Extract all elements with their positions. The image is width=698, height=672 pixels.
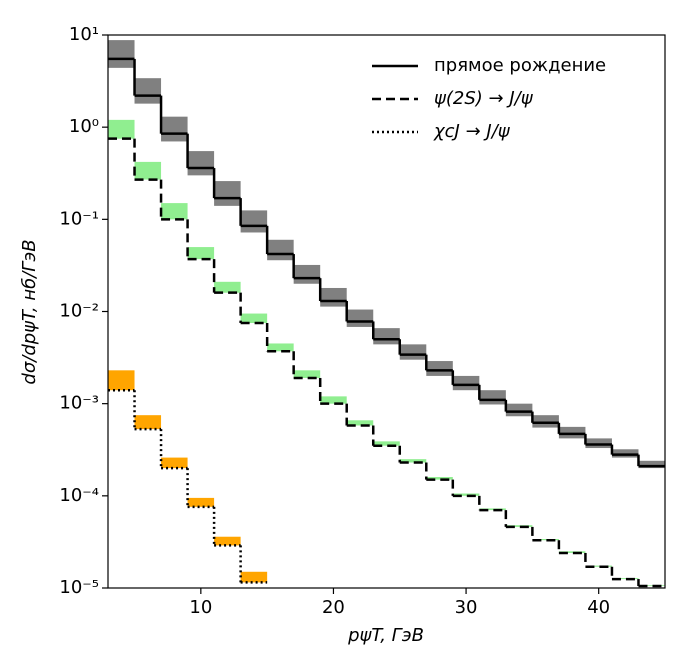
uncertainty-band: [161, 203, 188, 220]
uncertainty-band: [108, 40, 135, 68]
uncertainty-band: [399, 459, 427, 463]
legend-label: χcJ → J/ψ: [433, 121, 511, 142]
uncertainty-band: [187, 151, 215, 176]
uncertainty-band: [532, 415, 559, 428]
uncertainty-band: [505, 403, 533, 417]
uncertainty-band: [320, 287, 347, 307]
uncertainty-band: [108, 370, 135, 391]
uncertainty-band: [585, 565, 612, 567]
x-tick-label: 10: [189, 597, 212, 618]
y-tick-label: 10⁰: [69, 116, 99, 137]
x-axis-label: pψT, ГэВ: [347, 625, 424, 646]
uncertainty-band: [638, 460, 665, 469]
uncertainty-band: [214, 181, 241, 206]
uncertainty-band: [240, 571, 268, 583]
uncertainty-band: [108, 119, 135, 139]
uncertainty-band: [452, 493, 480, 496]
uncertainty-band: [293, 370, 321, 378]
uncertainty-band: [293, 264, 321, 284]
uncertainty-band: [558, 551, 586, 553]
uncertainty-band: [267, 343, 294, 352]
y-axis-label: dσ/dpψT, нб/ГэВ: [19, 239, 40, 384]
uncertainty-band: [452, 375, 480, 391]
uncertainty-band: [161, 457, 188, 469]
uncertainty-band: [240, 210, 268, 233]
uncertainty-band: [240, 313, 268, 324]
uncertainty-band: [134, 78, 162, 104]
uncertainty-band: [187, 497, 215, 507]
uncertainty-band: [134, 161, 162, 180]
uncertainty-band: [611, 578, 639, 580]
uncertainty-band: [373, 441, 400, 446]
uncertainty-band: [638, 585, 665, 587]
x-tick-label: 40: [587, 597, 610, 618]
y-tick-label: 10⁻¹: [59, 208, 99, 229]
y-tick-label: 10⁻²: [59, 301, 99, 322]
uncertainty-band: [187, 247, 215, 260]
legend-label: ψ(2S) → J/ψ: [434, 88, 534, 109]
uncertainty-band: [134, 415, 162, 430]
uncertainty-band: [426, 477, 453, 480]
uncertainty-band: [267, 239, 294, 261]
uncertainty-band: [373, 328, 400, 345]
uncertainty-band: [399, 344, 427, 360]
uncertainty-band: [532, 539, 559, 541]
y-tick-label: 10¹: [69, 24, 99, 45]
uncertainty-band: [585, 438, 612, 449]
uncertainty-band: [558, 426, 586, 439]
y-tick-label: 10⁻⁵: [59, 577, 99, 598]
uncertainty-band: [320, 396, 347, 404]
uncertainty-band: [346, 420, 374, 426]
legend-label: прямое рождение: [434, 55, 606, 76]
x-tick-label: 20: [322, 597, 345, 618]
x-tick-label: 30: [455, 597, 478, 618]
uncertainty-band: [214, 281, 241, 293]
y-tick-label: 10⁻³: [59, 393, 99, 414]
uncertainty-band: [505, 525, 533, 527]
uncertainty-band: [479, 508, 506, 511]
uncertainty-band: [214, 536, 241, 546]
uncertainty-band: [426, 361, 453, 376]
uncertainty-band: [346, 309, 374, 327]
uncertainty-band: [161, 116, 188, 142]
y-tick-label: 10⁻⁴: [59, 485, 99, 506]
uncertainty-band: [479, 390, 506, 405]
